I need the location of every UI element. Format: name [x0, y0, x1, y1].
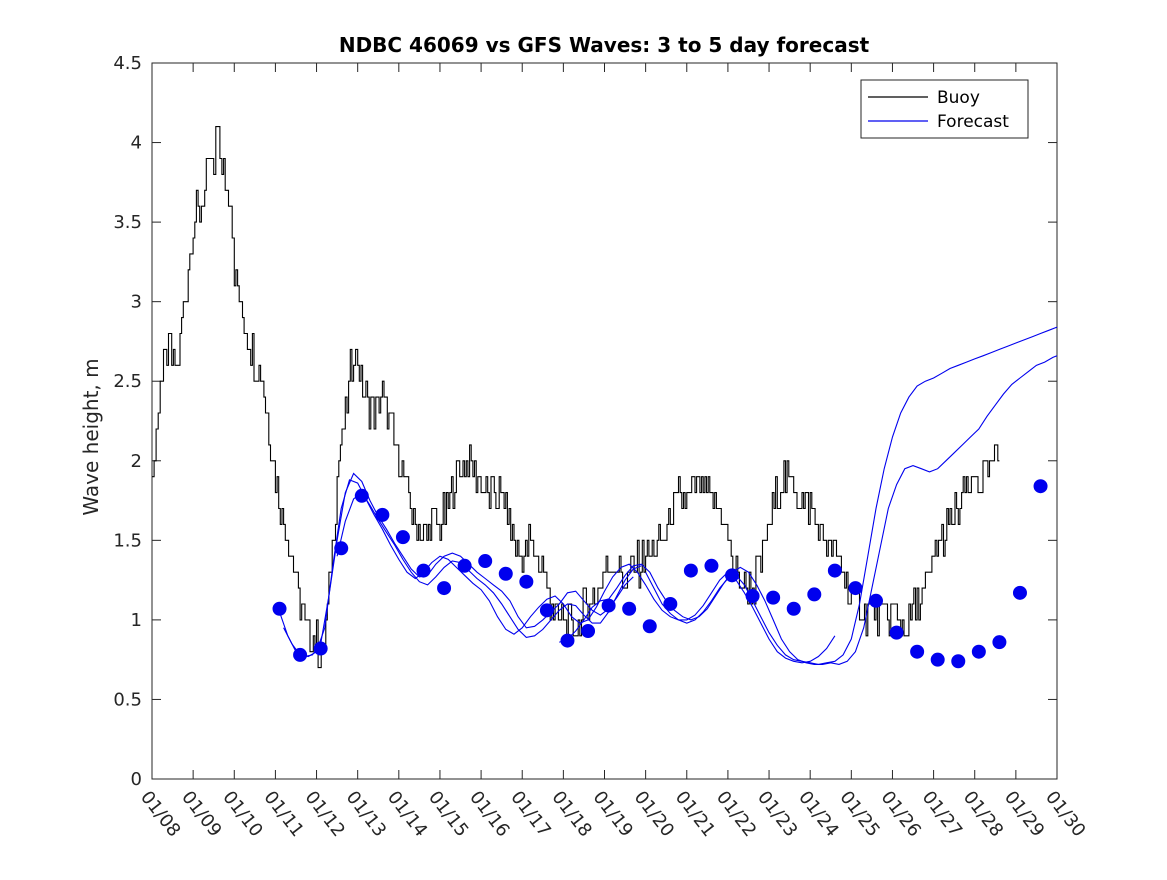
series-line-forecast-run-5: [336, 491, 642, 638]
y-tick-label: 3.5: [113, 212, 142, 233]
y-tick-label: 1: [131, 610, 142, 631]
legend-label-forecast: Forecast: [937, 112, 1009, 132]
y-tick-label: 3: [131, 292, 142, 313]
forecast-marker: [622, 601, 637, 616]
x-tick-label: 01/19: [589, 787, 637, 841]
forecast-marker: [478, 554, 493, 569]
x-tick-label: 01/30: [1041, 787, 1089, 841]
forecast-marker: [519, 574, 534, 589]
data-series: [152, 126, 1058, 669]
forecast-marker: [992, 635, 1007, 650]
x-tick-label: 01/23: [753, 787, 801, 841]
y-tick-label: 2.5: [113, 371, 142, 392]
x-tick-label: 01/12: [301, 787, 349, 841]
x-tick-label: 01/18: [547, 787, 595, 841]
forecast-marker: [766, 590, 781, 605]
forecast-marker: [498, 566, 513, 581]
forecast-marker: [725, 568, 740, 583]
forecast-marker: [395, 530, 410, 545]
axes: 0 0.5 1 1.5 2 2.5 3 3.5 4 4.5 01/0801/0901/1001/11…: [113, 53, 1089, 841]
forecast-marker: [745, 589, 760, 604]
x-tick-label: 01/22: [712, 787, 760, 841]
forecast-marker: [354, 488, 369, 503]
forecast-marker: [272, 601, 287, 616]
x-tick-label: 01/27: [918, 787, 966, 841]
forecast-marker: [457, 558, 472, 573]
forecast-marker: [437, 581, 452, 596]
x-tick-label: 01/13: [342, 787, 390, 841]
forecast-marker: [848, 581, 863, 596]
x-tick-label: 01/28: [959, 787, 1007, 841]
forecast-marker: [601, 598, 616, 613]
y-tick-label: 1.5: [113, 530, 142, 551]
series-forecast-markers: [272, 479, 1048, 669]
y-tick-label: 4.5: [113, 53, 142, 74]
forecast-marker: [1012, 585, 1027, 600]
forecast-marker: [869, 593, 883, 608]
y-tick-label: 2: [131, 451, 142, 472]
x-tick-label: 01/14: [383, 787, 431, 841]
x-tick-label: 01/25: [835, 787, 883, 841]
x-tick-label: 01/20: [630, 787, 678, 841]
series-line-forecast-run-1: [278, 472, 634, 658]
forecast-marker: [642, 619, 657, 634]
forecast-marker: [889, 625, 904, 640]
series-line-forecast-run-4: [645, 326, 1058, 665]
forecast-marker: [930, 652, 945, 667]
forecast-marker: [539, 603, 554, 618]
chart-title: NDBC 46069 vs GFS Waves: 3 to 5 day fore…: [339, 33, 870, 57]
x-tick-label: 01/21: [671, 787, 719, 841]
forecast-marker: [313, 641, 328, 656]
forecast-marker: [971, 644, 986, 659]
forecast-marker: [951, 654, 966, 669]
series-line-forecast-run-3: [559, 355, 1058, 665]
forecast-marker: [334, 541, 349, 556]
forecast-marker: [375, 507, 390, 522]
x-tick-label: 01/26: [877, 787, 925, 841]
forecast-marker: [1033, 479, 1048, 494]
x-tick-label: 01/17: [506, 787, 554, 841]
forecast-marker: [416, 563, 431, 578]
x-tick-label: 01/24: [794, 787, 842, 841]
forecast-marker: [663, 596, 678, 611]
forecast-marker: [910, 644, 925, 659]
series-line-forecast-run-2: [283, 479, 836, 664]
forecast-marker: [786, 601, 801, 616]
y-tick-label: 0.5: [113, 689, 142, 710]
forecast-marker: [807, 587, 822, 602]
forecast-marker: [293, 647, 308, 662]
legend-label-buoy: Buoy: [937, 88, 980, 108]
x-tick-label: 01/16: [465, 787, 513, 841]
forecast-marker: [704, 558, 719, 573]
x-tick-label: 01/09: [177, 787, 225, 841]
y-axis-label: Wave height, m: [79, 358, 103, 515]
plot-box: [151, 62, 1058, 780]
forecast-marker: [560, 633, 575, 648]
x-tick-label: 01/08: [136, 787, 184, 841]
legend: Buoy Forecast: [860, 79, 1029, 139]
legend-box: [860, 79, 1029, 139]
forecast-marker: [683, 563, 698, 578]
x-tick-label: 01/29: [1000, 787, 1048, 841]
x-tick-label: 01/10: [218, 787, 266, 841]
y-tick-label: 0: [131, 769, 142, 790]
forecast-marker: [581, 624, 596, 639]
y-tick-label: 4: [131, 133, 142, 154]
x-tick-label: 01/15: [424, 787, 472, 841]
x-tick-label: 01/11: [259, 787, 307, 841]
forecast-marker: [827, 563, 842, 578]
